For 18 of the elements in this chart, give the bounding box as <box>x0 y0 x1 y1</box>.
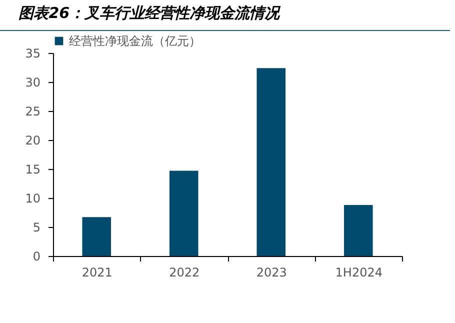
y-tick-label: 10 <box>25 192 40 206</box>
y-tick-label: 0 <box>32 250 40 264</box>
x-tick-label: 2021 <box>82 266 112 280</box>
bar <box>256 68 286 256</box>
y-tick-label: 30 <box>25 76 40 90</box>
x-tick-label: 1H2024 <box>335 266 382 280</box>
x-tick-label: 2022 <box>169 266 200 280</box>
bar <box>82 217 112 256</box>
legend-label: 经营性净现金流（亿元） <box>69 34 201 48</box>
x-tick-label: 2023 <box>256 266 287 280</box>
y-tick-label: 15 <box>25 162 40 176</box>
chart-title: 图表26：叉车行业经营性净现金流情况 <box>18 4 282 22</box>
bar <box>344 204 373 256</box>
y-tick-label: 20 <box>25 134 40 148</box>
y-tick-label: 25 <box>25 104 40 118</box>
bar <box>169 170 198 256</box>
y-tick-label: 35 <box>25 46 40 60</box>
y-tick-label: 5 <box>32 220 40 234</box>
